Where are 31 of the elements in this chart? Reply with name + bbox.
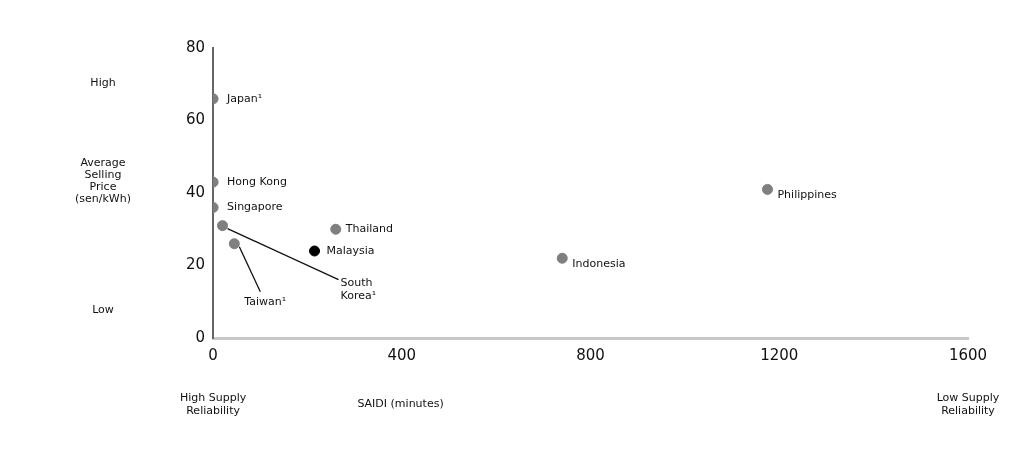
point [330,223,342,235]
x-tick-label: 0 [208,345,218,364]
point [556,252,568,264]
text: High [90,75,116,89]
x-tick-label: 800 [576,345,605,364]
x-tick-label: 400 [387,345,417,364]
annotation: Hong Kong [227,174,287,188]
point [217,220,229,232]
y-axis-title: Average Selling Price (sen/kWh) [75,155,131,205]
text: Low [92,302,114,316]
annotation: South Korea¹ [340,276,377,303]
annotation: Indonesia [572,257,626,271]
x-axis-title: SAIDI (minutes) [357,396,444,410]
y-tick-label: 20 [185,255,206,274]
point [309,245,321,257]
x-tick-label: 1600 [948,345,988,364]
annotation: Taiwan¹ [243,294,287,308]
point [228,238,240,250]
text: High Supply Reliability [179,390,247,417]
y-tick-label: 60 [185,110,206,129]
point [761,183,773,195]
text: Low Supply Reliability [936,390,1000,417]
annotation: Japan¹ [226,91,263,105]
y-tick-label: 80 [185,37,206,56]
annotation: Malaysia [326,243,375,257]
y-tick-label: 40 [185,182,206,201]
annotation: Philippines [777,188,838,202]
y-tick-label: 0 [195,327,206,346]
x-tick-label: 1200 [760,345,799,364]
annotation: Singapore [227,200,283,214]
annotation: Thailand [344,222,394,236]
